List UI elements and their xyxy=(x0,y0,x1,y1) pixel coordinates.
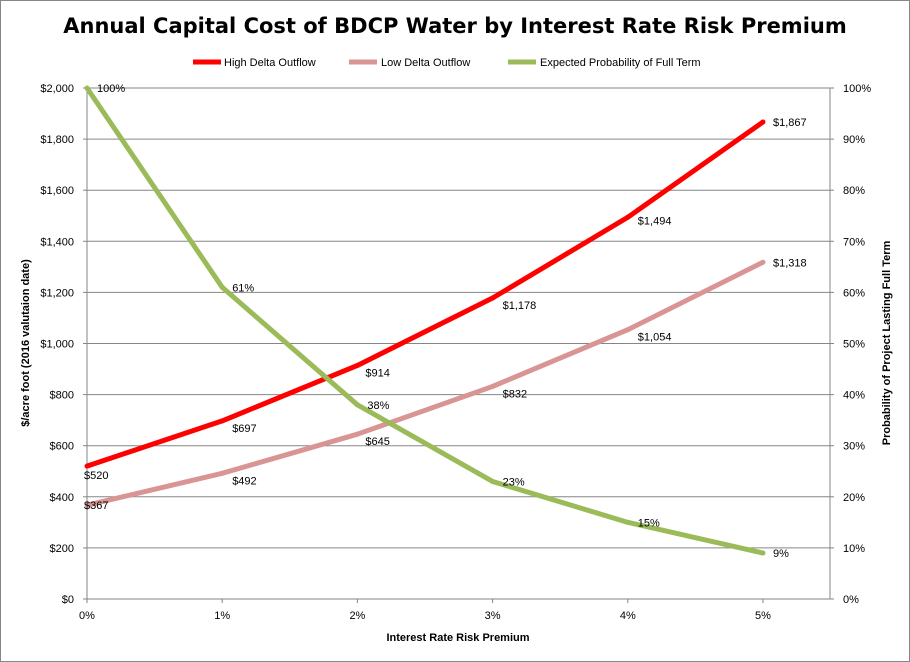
y2-tick-label: 40% xyxy=(843,390,865,402)
y-tick-label: $1,200 xyxy=(40,287,74,299)
y-tick-label: $200 xyxy=(50,543,74,555)
gridlines xyxy=(87,87,830,600)
data-point xyxy=(354,431,360,437)
data-point xyxy=(84,463,90,469)
legend-label: Low Delta Outflow xyxy=(381,57,470,69)
data-point xyxy=(84,85,90,91)
data-point xyxy=(354,402,360,408)
data-label: $367 xyxy=(84,500,108,512)
y-tick-label: $400 xyxy=(50,492,74,504)
x-tick-label: 3% xyxy=(485,610,501,622)
data-point xyxy=(625,519,631,525)
data-label: 61% xyxy=(232,282,254,294)
chart-legend: High Delta Outflow Low Delta Outflow Expec… xyxy=(193,57,701,69)
data-point xyxy=(760,550,766,556)
axes: $0 $200 $400 $600 $800 $1,000 $1,200 $1,400 $1,6… xyxy=(40,83,871,622)
data-point xyxy=(490,383,496,389)
data-label: $1,494 xyxy=(638,215,672,227)
data-label: $1,867 xyxy=(773,117,807,129)
series-line xyxy=(86,119,765,469)
data-point xyxy=(219,470,225,476)
y2-tick-label: 0% xyxy=(843,594,859,606)
y-axis-title: $/acre foot (2016 valutaion date) xyxy=(20,259,32,427)
data-point xyxy=(354,362,360,368)
series-line xyxy=(84,86,764,556)
x-tick-label: 1% xyxy=(214,610,230,622)
data-label: $697 xyxy=(232,423,256,435)
y2-tick-label: 10% xyxy=(843,543,865,555)
y-tick-label: $1,400 xyxy=(40,236,74,248)
data-label: 100% xyxy=(97,83,125,95)
chart-title: Annual Capital Cost of BDCP Water by Int… xyxy=(63,14,846,38)
data-label: 9% xyxy=(773,548,789,560)
data-labels: $520 $697 $914 $1,178 $1,494 $1,867 $367 $492 $6… xyxy=(84,83,807,560)
series-line xyxy=(86,260,765,508)
data-point xyxy=(219,418,225,424)
data-label: $1,178 xyxy=(503,300,537,312)
y-tick-label: $600 xyxy=(50,441,74,453)
y2-tick-label: 70% xyxy=(843,236,865,248)
data-label: $1,318 xyxy=(773,257,807,269)
data-label: $1,054 xyxy=(638,332,672,344)
y2-tick-label: 30% xyxy=(843,441,865,453)
data-point xyxy=(625,327,631,333)
x-tick-label: 5% xyxy=(755,610,771,622)
y-tick-label: $1,600 xyxy=(40,185,74,197)
y2-tick-label: 50% xyxy=(843,339,865,351)
data-point xyxy=(490,478,496,484)
x-tick-label: 4% xyxy=(620,610,636,622)
data-point xyxy=(219,284,225,290)
y2-axis-title: Probability of Project Lasting Full Term xyxy=(881,241,893,446)
series-lines xyxy=(84,85,766,556)
data-label: 38% xyxy=(367,400,389,412)
y-tick-label: $1,800 xyxy=(40,134,74,146)
data-label: $492 xyxy=(232,475,256,487)
data-point xyxy=(760,259,766,265)
y-tick-label: $800 xyxy=(50,390,74,402)
y-tick-label: $1,000 xyxy=(40,339,74,351)
x-axis-title: Interest Rate Risk Premium xyxy=(386,632,529,644)
x-tick-label: 0% xyxy=(79,610,95,622)
data-label: 23% xyxy=(503,476,525,488)
x-tick-label: 2% xyxy=(349,610,365,622)
data-label: $520 xyxy=(84,470,108,482)
y-tick-label: $0 xyxy=(62,594,74,606)
legend-label: High Delta Outflow xyxy=(224,57,316,69)
y-tick-label: $2,000 xyxy=(40,83,74,95)
data-point xyxy=(625,214,631,220)
data-label: $914 xyxy=(365,367,389,379)
data-label: $832 xyxy=(503,388,527,400)
data-label: $645 xyxy=(365,436,389,448)
y2-tick-label: 60% xyxy=(843,287,865,299)
data-label: 15% xyxy=(638,517,660,529)
data-point xyxy=(760,119,766,125)
y2-tick-label: 80% xyxy=(843,185,865,197)
y2-tick-label: 90% xyxy=(843,134,865,146)
y2-tick-label: 20% xyxy=(843,492,865,504)
legend-label: Expected Probability of Full Term xyxy=(540,57,701,69)
y2-tick-label: 100% xyxy=(843,83,871,95)
data-point xyxy=(490,295,496,301)
data-point xyxy=(84,502,90,508)
